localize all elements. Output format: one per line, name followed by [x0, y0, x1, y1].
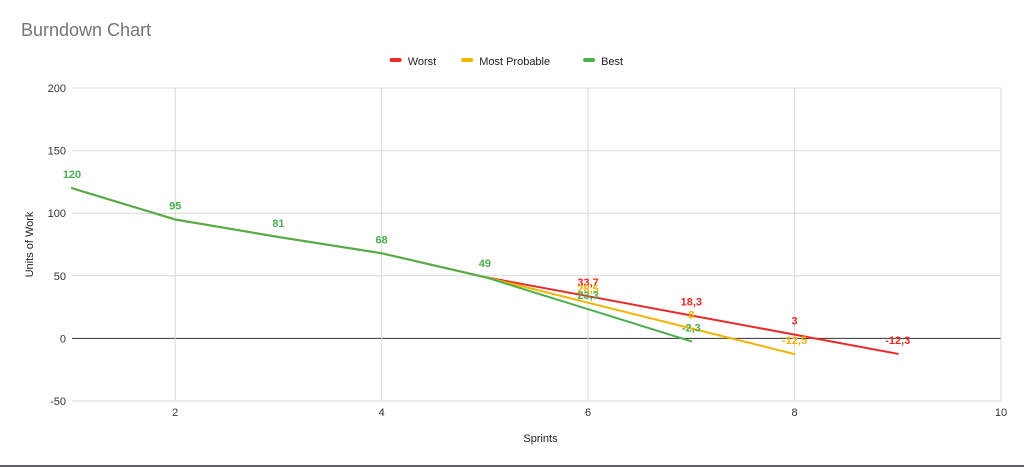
x-tick-label: 4	[379, 407, 385, 419]
data-label: 95	[169, 200, 181, 212]
data-label: 120	[63, 169, 81, 181]
y-tick-label: 0	[60, 333, 66, 345]
legend-entry: Most Probable	[479, 56, 550, 68]
y-tick-label: 50	[54, 271, 66, 283]
legend-entry: Worst	[408, 56, 437, 68]
data-label: 33,7	[577, 277, 598, 289]
data-label: 8	[688, 309, 694, 321]
bottom-divider	[0, 465, 1024, 467]
legend-entry: Best	[601, 56, 623, 68]
data-label: 3	[791, 316, 797, 328]
x-tick-label: 10	[995, 407, 1007, 419]
data-label: 18,3	[681, 296, 702, 308]
data-label: -2,3	[682, 322, 701, 334]
data-label: -12,3	[885, 335, 910, 347]
x-tick-label: 6	[585, 407, 591, 419]
data-label: -12,5	[782, 335, 807, 347]
legend-swatch	[461, 58, 474, 62]
y-tick-label: 200	[48, 83, 66, 95]
chart-title: Burndown Chart	[21, 20, 152, 40]
legend-swatch	[583, 58, 596, 62]
y-axis-label: Units of Work	[24, 211, 36, 277]
data-label: 28,5	[577, 284, 598, 296]
data-label: 23,3	[577, 290, 598, 302]
y-tick-label: -50	[50, 396, 66, 408]
legend-swatch	[389, 58, 402, 62]
x-tick-label: 2	[172, 407, 178, 419]
data-label: 81	[272, 218, 284, 230]
y-tick-label: 150	[48, 146, 66, 158]
x-tick-label: 8	[791, 407, 797, 419]
y-tick-label: 100	[48, 208, 66, 220]
x-axis-label: Sprints	[523, 433, 558, 445]
data-label: 49	[479, 258, 491, 270]
data-label: 68	[376, 234, 388, 246]
series-line-best	[71, 187, 693, 343]
